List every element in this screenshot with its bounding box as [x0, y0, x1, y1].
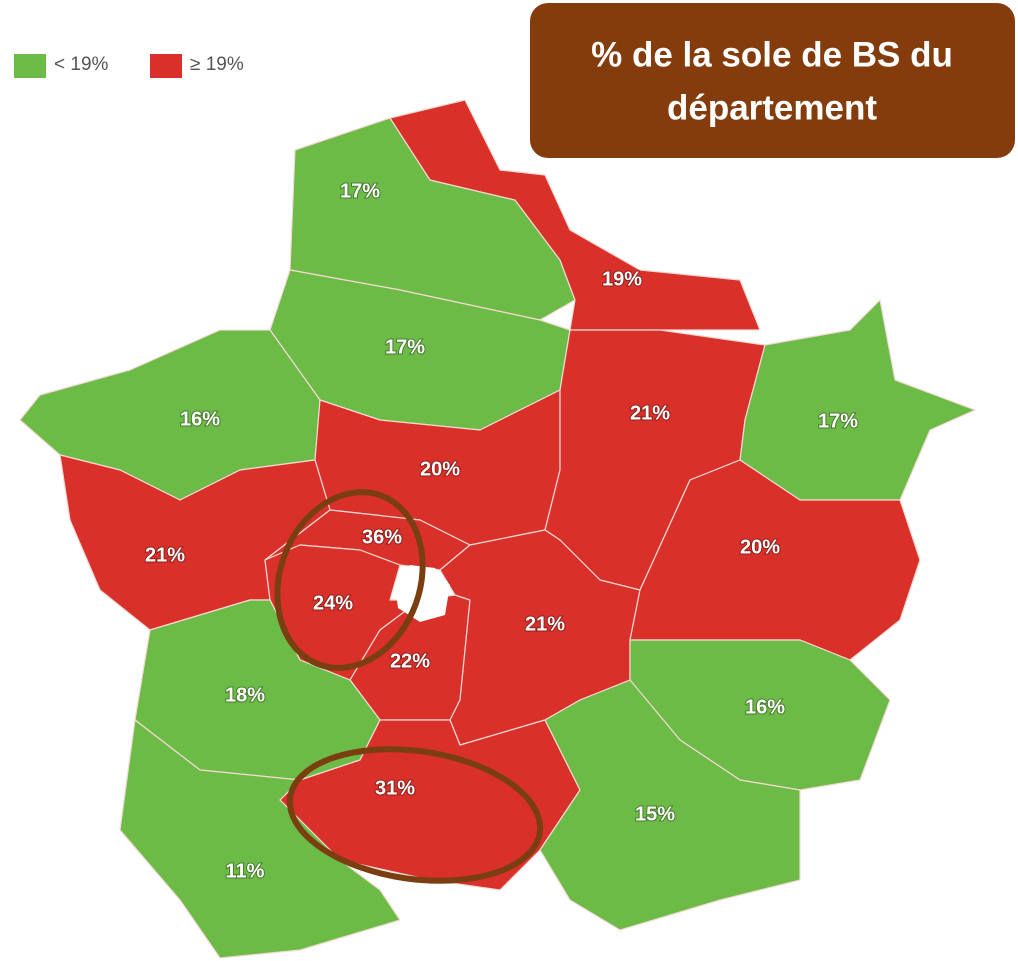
region-label: 11% [226, 860, 265, 882]
region-label: 16% [180, 408, 220, 430]
legend-label: < 19% [54, 54, 109, 75]
region-label: 22% [390, 650, 430, 672]
legend-label: ≥ 19% [190, 54, 244, 75]
region-label: 17% [385, 336, 425, 358]
region-label: 21% [630, 402, 670, 424]
title-background [530, 3, 1015, 158]
region [739, 299, 976, 501]
region-label: 19% [602, 268, 642, 290]
region-label: 21% [525, 613, 565, 635]
region-label: 20% [420, 458, 460, 480]
region-label: 17% [340, 180, 380, 202]
region-label: 24% [313, 592, 353, 614]
legend: < 19% ≥ 19% [14, 54, 244, 78]
title-box: % de la sole de BS du département [530, 3, 1015, 158]
region-label: 31% [375, 777, 415, 799]
highlight-ellipse [274, 489, 426, 671]
region [389, 99, 761, 331]
regions [19, 99, 976, 959]
title-line: % de la sole de BS du [591, 35, 953, 74]
region-label: 21% [145, 544, 185, 566]
title-line: département [667, 88, 877, 127]
region-label: 16% [745, 696, 785, 718]
region-label: 17% [818, 410, 858, 432]
region-label: 36% [362, 526, 402, 548]
region-labels: 17% 19% 17% 16% 20% 21% 17% 21% 36% 24% … [144, 179, 859, 883]
enclave [395, 565, 450, 622]
region-label: 15% [635, 803, 675, 825]
legend-swatch [14, 54, 46, 78]
highlight-ellipse [286, 746, 544, 884]
region-label: 18% [225, 684, 265, 706]
annotations [274, 489, 544, 884]
legend-swatch [150, 54, 182, 78]
region-label: 20% [740, 536, 780, 558]
region [119, 719, 401, 959]
region [539, 679, 801, 931]
